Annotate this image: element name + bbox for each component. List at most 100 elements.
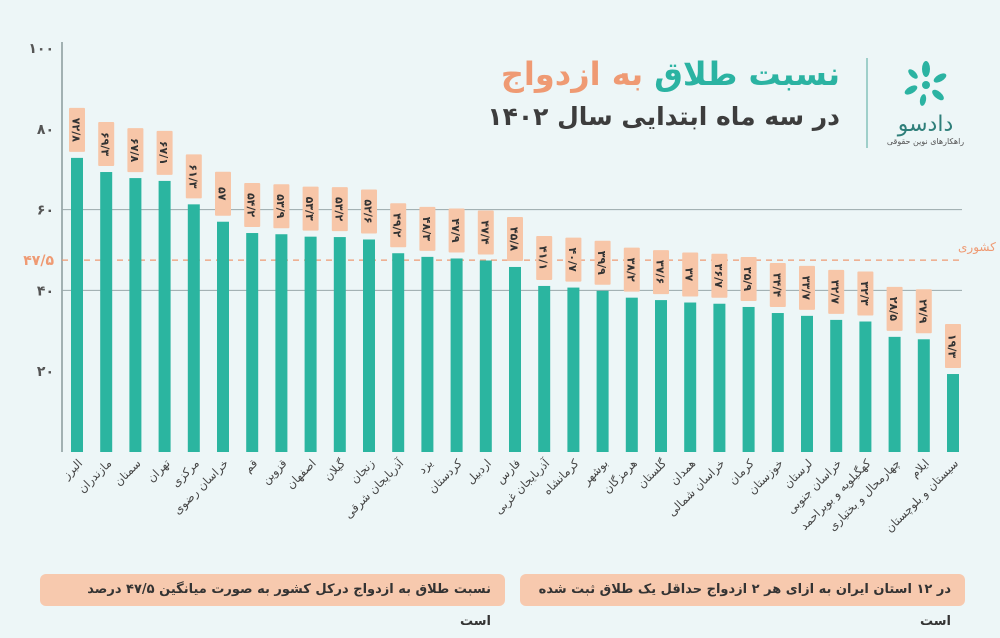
footer-right-note: در ۱۲ استان ایران به ازای هر ۲ ازدواج حد… xyxy=(520,574,965,629)
value-label-bg xyxy=(507,216,523,261)
bar xyxy=(713,303,726,452)
y-tick-label: ۸۰ xyxy=(37,122,54,138)
bar xyxy=(538,285,551,452)
value-label: ۶۷/۸ xyxy=(128,138,141,162)
footer-left-note: نسبت طلاق به ازدواج درکل کشور به صورت می… xyxy=(40,574,505,629)
bar xyxy=(275,234,288,452)
x-tick-label: یزد xyxy=(415,456,436,477)
bar xyxy=(71,157,83,452)
value-label: ۳۳/۷ xyxy=(800,276,813,300)
bar xyxy=(684,302,697,452)
value-label: ۲۸/۵ xyxy=(887,297,900,321)
value-label-bg xyxy=(69,107,85,152)
value-label: ۳۵/۹ xyxy=(741,267,754,291)
bar xyxy=(655,300,667,452)
value-label-bg xyxy=(799,265,815,310)
value-label-bg xyxy=(915,289,932,334)
value-label-bg xyxy=(215,171,231,216)
flower-logo-icon xyxy=(904,61,946,106)
value-label-bg xyxy=(857,271,874,316)
value-label: ۶۷/۱ xyxy=(157,141,170,165)
bar xyxy=(129,178,142,452)
bar xyxy=(830,319,843,452)
value-label: ۵۷ xyxy=(216,187,229,201)
y-tick-label: ۴۰ xyxy=(37,283,54,299)
y-tick-label: ۲۰ xyxy=(37,364,54,380)
bar xyxy=(596,290,609,452)
bar xyxy=(567,287,580,452)
value-label-bg xyxy=(390,203,407,248)
x-tick-label: اصفهان xyxy=(283,456,318,491)
x-tick-label: گلستان xyxy=(634,456,669,491)
value-label-bg xyxy=(565,237,582,282)
x-tick-label: گیلان xyxy=(321,456,348,483)
value-label-bg xyxy=(477,210,494,255)
title-part1: نسبت طلاق xyxy=(654,55,840,93)
average-line-label: میانگین کشوری xyxy=(958,240,1000,255)
value-label: ۳۷/۶ xyxy=(654,260,667,284)
value-label: ۵۲/۶ xyxy=(362,199,375,223)
bar xyxy=(246,233,259,452)
bar xyxy=(625,297,638,452)
value-label-bg xyxy=(156,130,173,175)
bar xyxy=(947,374,959,452)
logo: دادسو راهکارهای نوین حقوقی xyxy=(878,60,973,146)
value-label-bg xyxy=(945,324,961,369)
chart-subtitle: در سه ماه ابتدایی سال ۱۴۰۲ xyxy=(487,102,840,131)
bar xyxy=(801,315,813,452)
value-label-bg xyxy=(828,269,845,314)
value-label: ۶۱/۳ xyxy=(186,164,199,188)
x-tick-label: اردبیل xyxy=(463,456,494,487)
value-label: ۳۲/۷ xyxy=(829,280,842,304)
bar xyxy=(333,237,346,452)
bar xyxy=(217,221,229,452)
value-label: ۴۷/۴ xyxy=(478,220,491,244)
bar xyxy=(509,266,521,452)
average-tick-label: ۴۷/۵ xyxy=(23,253,54,269)
value-label: ۳۸/۲ xyxy=(624,258,637,282)
bar xyxy=(771,313,784,452)
value-label-bg xyxy=(302,186,319,231)
value-label-bg xyxy=(536,235,553,280)
x-tick-label: سمنان xyxy=(111,456,143,488)
value-label: ۴۵/۸ xyxy=(508,227,521,251)
value-label: ۴۹/۲ xyxy=(391,213,404,237)
bar xyxy=(888,336,901,452)
value-label-bg xyxy=(185,154,202,199)
bar xyxy=(421,256,434,452)
bar xyxy=(742,306,755,452)
value-label-bg xyxy=(419,206,436,251)
value-label-bg xyxy=(623,247,640,292)
value-label: ۷۲/۸ xyxy=(70,118,83,142)
bar xyxy=(917,339,930,452)
value-label: ۳۹/۹ xyxy=(595,251,608,275)
logo-name: دادسو xyxy=(897,112,954,137)
value-label: ۳۶/۷ xyxy=(712,264,725,288)
x-tick-label: ایلام xyxy=(908,456,932,480)
bar xyxy=(187,204,200,452)
value-label-bg xyxy=(361,189,377,234)
value-label: ۴۷/۹ xyxy=(449,218,462,242)
bar xyxy=(363,239,375,452)
value-label: ۳۷ xyxy=(683,268,696,282)
value-label: ۶۹/۳ xyxy=(99,132,112,156)
value-label-bg xyxy=(273,184,290,229)
value-label: ۵۳/۲ xyxy=(332,197,345,221)
bar xyxy=(100,172,113,452)
value-label: ۴۰/۷ xyxy=(566,247,579,271)
value-label-bg xyxy=(244,183,261,228)
value-label-bg xyxy=(769,263,786,308)
bar xyxy=(392,253,405,452)
value-label-bg xyxy=(331,187,348,232)
value-label: ۱۹/۳ xyxy=(946,334,959,358)
value-label: ۳۲/۳ xyxy=(858,281,871,305)
logo-tagline: راهکارهای نوین حقوقی xyxy=(886,137,965,146)
bar xyxy=(450,258,463,452)
value-label: ۳۴/۴ xyxy=(770,273,783,297)
value-label-bg xyxy=(653,250,669,295)
y-tick-label: ۶۰ xyxy=(37,203,54,219)
value-label-bg xyxy=(127,128,144,173)
value-label: ۴۸/۳ xyxy=(420,217,433,241)
title-part2: به ازدواج xyxy=(500,55,644,93)
